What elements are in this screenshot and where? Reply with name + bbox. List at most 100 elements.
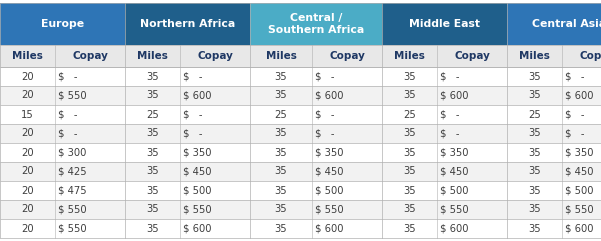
Text: $   -: $ -: [440, 72, 460, 81]
Text: 35: 35: [528, 128, 541, 139]
Text: $ 600: $ 600: [183, 91, 212, 100]
Text: $ 550: $ 550: [315, 205, 344, 214]
Text: $ 550: $ 550: [565, 205, 594, 214]
Text: $   -: $ -: [183, 109, 203, 120]
Bar: [0, 200, 601, 219]
Text: $   -: $ -: [315, 109, 335, 120]
Bar: [0, 124, 601, 143]
Text: $ 350: $ 350: [440, 147, 469, 158]
Text: 35: 35: [528, 223, 541, 234]
Text: $   -: $ -: [58, 128, 78, 139]
Text: $ 300: $ 300: [58, 147, 87, 158]
Text: $ 450: $ 450: [315, 167, 344, 176]
Text: $ 500: $ 500: [183, 186, 212, 195]
Text: 20: 20: [21, 147, 34, 158]
Text: $ 600: $ 600: [565, 91, 594, 100]
Text: 20: 20: [21, 91, 34, 100]
Text: $   -: $ -: [440, 128, 460, 139]
Text: 35: 35: [146, 167, 159, 176]
Text: $   -: $ -: [183, 128, 203, 139]
Bar: [507, 3, 601, 45]
Text: 35: 35: [528, 167, 541, 176]
Bar: [0, 162, 601, 181]
Text: Central /
Southern Africa: Central / Southern Africa: [268, 13, 364, 35]
Text: $ 600: $ 600: [315, 91, 344, 100]
Text: $   -: $ -: [565, 72, 585, 81]
Text: Miles: Miles: [394, 51, 425, 61]
Text: 35: 35: [146, 223, 159, 234]
Text: 35: 35: [146, 186, 159, 195]
Text: Copay: Copay: [579, 51, 601, 61]
Text: 35: 35: [403, 186, 416, 195]
Text: 20: 20: [21, 72, 34, 81]
Text: 20: 20: [21, 167, 34, 176]
Text: 35: 35: [403, 91, 416, 100]
Bar: [0, 219, 601, 238]
Text: $ 425: $ 425: [58, 167, 87, 176]
Bar: [0, 143, 601, 162]
Text: 35: 35: [403, 72, 416, 81]
Text: 35: 35: [275, 72, 287, 81]
Text: $ 450: $ 450: [565, 167, 594, 176]
Text: 35: 35: [528, 186, 541, 195]
Text: Copay: Copay: [72, 51, 108, 61]
Text: 35: 35: [275, 205, 287, 214]
Text: 15: 15: [21, 109, 34, 120]
Text: 20: 20: [21, 186, 34, 195]
Text: $ 600: $ 600: [565, 223, 594, 234]
Text: Central Asia: Central Asia: [532, 19, 601, 29]
Text: $   -: $ -: [58, 109, 78, 120]
Text: Miles: Miles: [12, 51, 43, 61]
Text: $ 500: $ 500: [565, 186, 594, 195]
Text: 35: 35: [275, 223, 287, 234]
Text: $ 350: $ 350: [565, 147, 594, 158]
Text: 20: 20: [21, 223, 34, 234]
Text: 35: 35: [275, 186, 287, 195]
Text: Middle East: Middle East: [409, 19, 480, 29]
Text: 35: 35: [146, 128, 159, 139]
Text: $   -: $ -: [440, 109, 460, 120]
Text: 35: 35: [146, 72, 159, 81]
Text: 35: 35: [146, 205, 159, 214]
Text: $   -: $ -: [315, 128, 335, 139]
Text: 35: 35: [275, 91, 287, 100]
Text: Copay: Copay: [454, 51, 490, 61]
Text: $ 600: $ 600: [440, 91, 469, 100]
Text: 25: 25: [146, 109, 159, 120]
Text: Copay: Copay: [329, 51, 365, 61]
Text: $   -: $ -: [565, 109, 585, 120]
Text: Copay: Copay: [197, 51, 233, 61]
Bar: [0, 3, 125, 45]
Text: $ 550: $ 550: [58, 205, 87, 214]
Text: 35: 35: [275, 128, 287, 139]
Text: 35: 35: [403, 128, 416, 139]
Text: 35: 35: [403, 205, 416, 214]
Text: 35: 35: [403, 147, 416, 158]
Text: Miles: Miles: [266, 51, 296, 61]
Text: 35: 35: [528, 147, 541, 158]
Bar: [0, 45, 601, 67]
Text: $ 475: $ 475: [58, 186, 87, 195]
Text: 35: 35: [403, 167, 416, 176]
Text: $ 500: $ 500: [315, 186, 344, 195]
Text: $ 450: $ 450: [440, 167, 469, 176]
Text: 35: 35: [146, 147, 159, 158]
Text: $ 600: $ 600: [183, 223, 212, 234]
Text: Northern Africa: Northern Africa: [140, 19, 235, 29]
Text: 35: 35: [528, 205, 541, 214]
Text: 25: 25: [528, 109, 541, 120]
Text: $ 600: $ 600: [315, 223, 344, 234]
Text: 35: 35: [146, 91, 159, 100]
Text: $ 350: $ 350: [183, 147, 212, 158]
Text: 20: 20: [21, 128, 34, 139]
Text: $ 550: $ 550: [58, 91, 87, 100]
Text: $ 550: $ 550: [440, 205, 469, 214]
Text: $   -: $ -: [183, 72, 203, 81]
Text: $ 550: $ 550: [183, 205, 212, 214]
Text: Miles: Miles: [519, 51, 550, 61]
Text: Europe: Europe: [41, 19, 84, 29]
Text: 35: 35: [275, 167, 287, 176]
Text: Miles: Miles: [137, 51, 168, 61]
Text: $   -: $ -: [315, 72, 335, 81]
Bar: [125, 3, 250, 45]
